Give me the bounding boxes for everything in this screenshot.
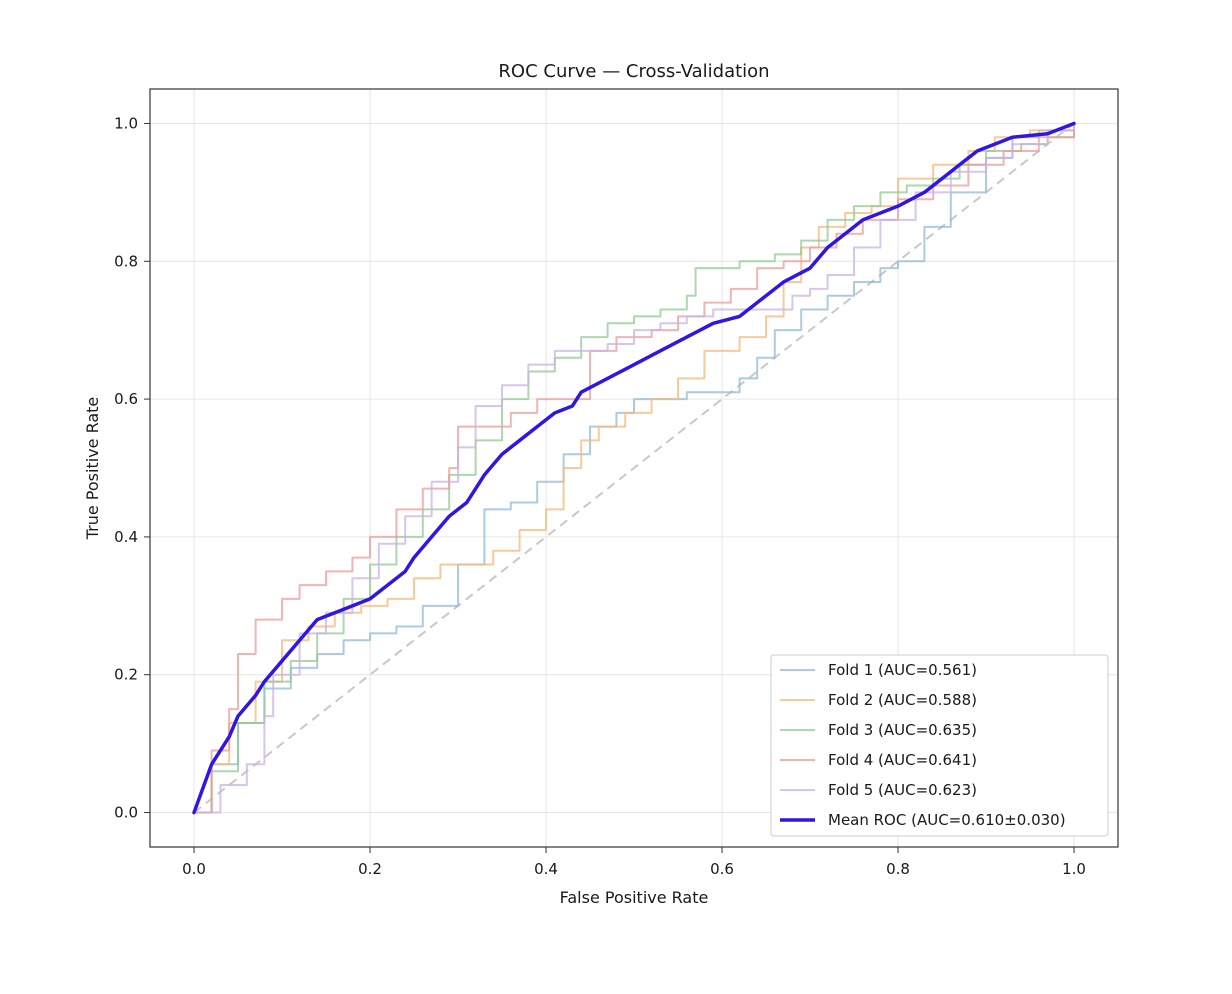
legend-box xyxy=(770,654,1109,837)
y-tick-label-5: 1.0 xyxy=(114,114,138,132)
y-tick-label-2: 0.4 xyxy=(114,528,138,546)
x-tick-label-5: 1.0 xyxy=(1062,860,1086,878)
x-tick-label-1: 0.2 xyxy=(358,860,382,878)
plot-frame xyxy=(149,88,1119,848)
y-tick-label-0: 0.0 xyxy=(114,804,138,822)
series-line-6 xyxy=(192,121,1076,815)
x-axis-ticks: 0.0 0.2 0.4 0.6 0.8 1.0 xyxy=(182,847,1086,878)
y-tick-label-1: 0.2 xyxy=(114,666,138,684)
y-axis-ticks: 0.0 0.2 0.4 0.6 0.8 1.0 xyxy=(114,114,150,822)
legend-label-1: Fold 1 (AUC=0.561) xyxy=(828,661,977,679)
chart-title: ROC Curve — Cross-Validation xyxy=(498,61,769,82)
chance-diagonal xyxy=(193,122,1075,814)
x-tick-label-2: 0.4 xyxy=(534,860,558,878)
legend-label-3: Fold 3 (AUC=0.635) xyxy=(828,721,977,739)
legend: Fold 1 (AUC=0.561) Fold 2 (AUC=0.588) Fold… xyxy=(770,654,1109,837)
y-axis-label: True Positive Rate xyxy=(83,397,102,541)
legend-label-4: Fold 4 (AUC=0.641) xyxy=(828,751,977,769)
grid xyxy=(150,89,1118,847)
legend-label-2: Fold 2 (AUC=0.588) xyxy=(828,691,977,709)
y-tick-label-3: 0.6 xyxy=(114,390,138,408)
x-tick-label-3: 0.6 xyxy=(710,860,734,878)
legend-label-6: Mean ROC (AUC=0.610±0.030) xyxy=(828,811,1066,829)
x-axis-label: False Positive Rate xyxy=(560,888,709,907)
legend-label-5: Fold 5 (AUC=0.623) xyxy=(828,781,977,799)
y-tick-label-4: 0.8 xyxy=(114,252,138,270)
x-tick-label-4: 0.8 xyxy=(886,860,910,878)
series-line-5 xyxy=(193,122,1075,814)
series-lines xyxy=(192,121,1076,815)
x-tick-label-0: 0.0 xyxy=(182,860,206,878)
chance-diagonal-line xyxy=(193,122,1075,814)
